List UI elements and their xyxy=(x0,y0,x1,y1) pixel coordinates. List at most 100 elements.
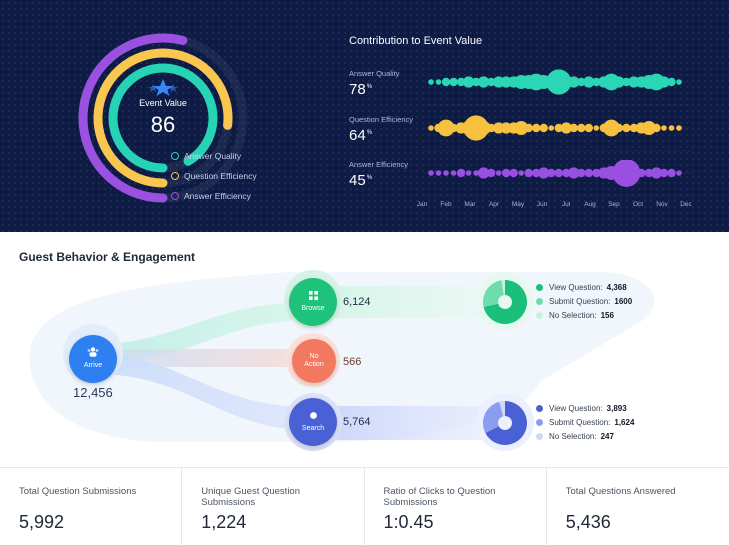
question-efficiency-dot-plot xyxy=(421,115,691,152)
contribution-dot xyxy=(628,167,640,179)
contribution-dot xyxy=(538,167,550,179)
month-axis: Jan Feb Mar Apr May Jun Jul Aug Sep Oct Nov Dec xyxy=(349,201,692,213)
contribution-dot xyxy=(478,167,490,179)
row-value: 45% xyxy=(349,172,373,189)
contribution-dot xyxy=(486,168,496,178)
dot-icon xyxy=(536,297,543,305)
contribution-dot xyxy=(612,160,641,187)
legend-item-answer-quality[interactable]: Answer Quality xyxy=(171,146,257,166)
contribution-dot xyxy=(650,167,663,179)
contribution-dot xyxy=(486,77,496,87)
contribution-dot xyxy=(473,170,479,176)
contribution-dot xyxy=(428,125,434,131)
stat-label: Total Questions Answered xyxy=(565,486,676,497)
people-icon xyxy=(87,347,99,360)
contribution-dot xyxy=(668,125,675,131)
contribution-dot xyxy=(592,77,601,87)
no-action-label-line2: Action xyxy=(304,361,324,368)
contribution-dot xyxy=(592,168,601,178)
search-label: Search xyxy=(301,424,325,432)
contribution-dot xyxy=(554,168,563,178)
month-label: Dec xyxy=(680,201,692,208)
contribution-dot xyxy=(613,76,625,88)
contribution-dot xyxy=(501,168,511,178)
row-value: 64% xyxy=(349,127,373,144)
answer-quality-dot-plot xyxy=(421,69,691,106)
arrive-label: Arrive xyxy=(83,362,103,370)
donut-slice xyxy=(485,401,527,445)
contribution-dot xyxy=(659,168,669,178)
no-action-label-line1: No xyxy=(309,352,319,360)
stat-value: 1,224 xyxy=(201,512,247,532)
contribution-dot xyxy=(524,168,533,178)
search-breakdown-donut xyxy=(483,401,527,445)
month-label: Oct xyxy=(632,201,644,208)
search-count: 5,764 xyxy=(343,416,371,428)
month-label: Nov xyxy=(656,201,668,208)
stat-value: 1:0.45 xyxy=(383,512,434,532)
contribution-dot xyxy=(495,170,502,176)
month-label: Aug xyxy=(584,201,596,208)
browse-node[interactable]: Browse xyxy=(289,278,337,326)
stat-label: Ratio of Clicks to Question Submissions xyxy=(383,486,496,508)
contribution-dot xyxy=(547,168,556,178)
contribution-dot xyxy=(614,123,624,133)
star-icon xyxy=(115,78,211,96)
contribution-dot xyxy=(441,77,451,87)
contribution-dot xyxy=(568,76,580,88)
month-label: Jun xyxy=(536,201,548,208)
contribution-dot xyxy=(584,123,594,133)
contribution-dot xyxy=(449,123,458,133)
contribution-dot xyxy=(676,79,682,85)
guest-behavior-title: Guest Behavior & Engagement xyxy=(19,250,196,264)
month-label: Mar xyxy=(464,201,476,208)
row-label: Answer Efficiency xyxy=(349,160,409,169)
browse-submit-question: Submit Question: 1600 xyxy=(536,294,632,308)
arrive-node[interactable]: Arrive xyxy=(69,335,117,383)
contribution-dot xyxy=(456,168,466,178)
contribution-dot xyxy=(637,168,646,178)
contribution-dot xyxy=(478,76,490,88)
search-node[interactable]: Search xyxy=(289,398,337,446)
browse-view-question: View Question: 4,368 xyxy=(536,280,632,294)
legend-item-answer-efficiency[interactable]: Answer Efficiency xyxy=(171,186,257,206)
contribution-dot xyxy=(577,168,586,178)
legend-label: Answer Efficiency xyxy=(184,191,251,201)
search-submit-question: Submit Question: 1,624 xyxy=(536,415,634,429)
search-breakdown-legend: View Question: 3,893 Submit Question: 1,62… xyxy=(536,401,634,443)
dot-icon xyxy=(536,283,543,291)
contribution-dot xyxy=(676,125,682,131)
contribution-dot xyxy=(560,122,572,134)
contribution-row-question-efficiency: Question Efficiency 64% xyxy=(349,115,691,155)
legend-item-question-efficiency[interactable]: Question Efficiency xyxy=(171,166,257,186)
donut-slice xyxy=(501,280,505,296)
ring-arc-question-efficiency xyxy=(93,48,233,188)
month-label: Feb xyxy=(440,201,452,208)
contribution-dot xyxy=(449,77,458,87)
row-value: 78% xyxy=(349,81,373,98)
contribution-dot xyxy=(524,123,533,133)
contribution-dot xyxy=(622,77,631,87)
contribution-dot xyxy=(462,76,475,88)
contribution-dot xyxy=(584,168,594,178)
browse-breakdown-legend: View Question: 4,368 Submit Question: 1600… xyxy=(536,280,632,322)
contribution-dot xyxy=(465,170,472,176)
donut-slice xyxy=(499,401,505,417)
contribution-dot xyxy=(652,123,661,133)
row-label: Question Efficiency xyxy=(349,115,414,124)
event-value-legend: Answer Quality Question Efficiency Answe… xyxy=(171,146,257,206)
event-value-center: Event Value 86 xyxy=(115,78,211,138)
browse-no-selection: No Selection: 156 xyxy=(536,308,632,322)
summary-stats: Total Question Submissions 5,992 Unique … xyxy=(0,467,729,545)
answer-efficiency-dot-plot xyxy=(421,160,691,197)
no-action-node[interactable]: No Action xyxy=(292,339,336,383)
month-label: Jul xyxy=(561,201,571,208)
stat-total-question-submissions: Total Question Submissions 5,992 xyxy=(0,468,183,545)
contribution-dot xyxy=(514,121,529,135)
contribution-dot xyxy=(546,69,572,95)
contribution-dot xyxy=(437,119,455,137)
stat-value: 5,992 xyxy=(19,512,65,532)
contribution-dot xyxy=(644,168,654,178)
event-value-radial-chart xyxy=(78,33,248,203)
stat-ratio-clicks-to-submissions: Ratio of Clicks to Question Submissions … xyxy=(365,468,547,545)
